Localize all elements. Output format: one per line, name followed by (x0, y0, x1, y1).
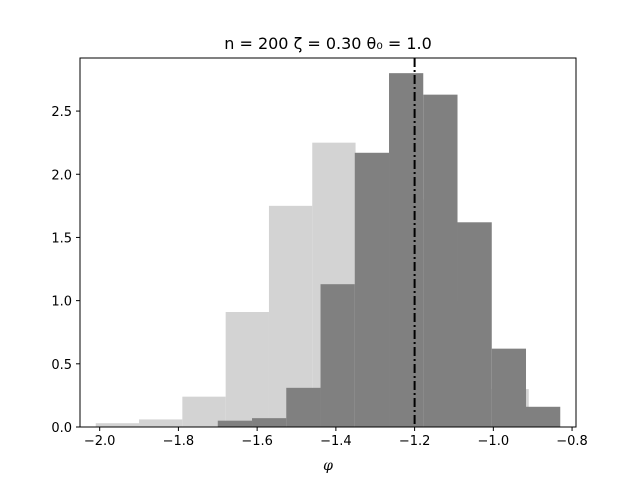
y-tick-label: 2.5 (51, 105, 72, 120)
x-axis-label: φ (323, 458, 333, 474)
histogram-bar-s1-1 (95, 423, 140, 427)
x-tick-label: −1.2 (399, 434, 431, 449)
x-tick-label: −1.4 (320, 434, 352, 449)
histogram-bar-s2-7 (423, 94, 458, 427)
histogram-bar-s2-4 (320, 284, 355, 427)
histogram-bar-s1-4 (225, 312, 269, 427)
histogram-bar-s2-5 (354, 152, 390, 427)
histogram-bar-s2-6 (389, 73, 424, 428)
y-tick-label: 0.5 (51, 358, 72, 373)
x-axis: −2.0 −1.8 −1.6 −1.4 −1.2 −1.0 −0.8 (84, 427, 588, 449)
histogram-bar-s2-1 (217, 420, 253, 427)
histogram-bar-s1-2 (139, 419, 183, 427)
axes-frame (79, 57, 577, 428)
y-axis: 0.0 0.5 1.0 1.5 2.0 2.5 (51, 105, 80, 436)
x-tick-label: −2.0 (84, 434, 116, 449)
chart-title: n = 200 ζ = 0.30 θ₀ = 1.0 (224, 34, 432, 53)
x-tick-label: −1.0 (478, 434, 510, 449)
y-tick-label: 2.0 (51, 168, 72, 183)
y-tick-label: 1.5 (51, 231, 72, 246)
y-tick-label: 0.0 (51, 421, 72, 436)
histogram-bar-s2-9 (491, 348, 527, 427)
x-tick-label: −1.6 (241, 434, 273, 449)
histogram-bar-s2-10 (526, 406, 561, 427)
x-tick-label: −1.8 (163, 434, 195, 449)
histogram-bar-s2-2 (252, 418, 287, 427)
y-tick-label: 1.0 (51, 295, 72, 310)
histogram-bar-s2-3 (286, 387, 321, 427)
x-tick-label: −0.8 (556, 434, 588, 449)
histogram-bar-s2-8 (457, 222, 492, 427)
plot-area (95, 58, 561, 428)
